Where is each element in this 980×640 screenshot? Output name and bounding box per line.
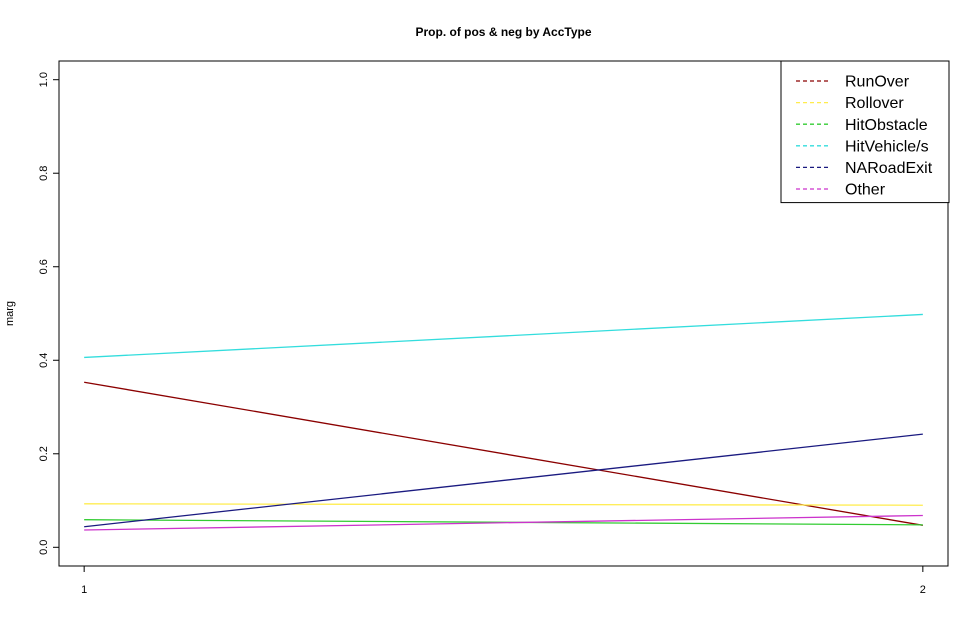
series-line	[84, 381, 923, 526]
legend-label: Rollover	[845, 95, 904, 112]
y-axis: 0.0 0.2 0.4 0.6 0.8 1.0	[38, 72, 60, 555]
series-line	[84, 433, 923, 528]
y-axis-label: marg	[4, 301, 16, 326]
chart-title: Prop. of pos & neg by AccType	[415, 25, 591, 39]
legend-label: NARoadExit	[845, 160, 933, 177]
legend-label: HitVehicle/s	[845, 138, 929, 155]
series-line	[84, 313, 923, 359]
y-tick-label: 0.2	[38, 446, 50, 461]
y-tick-label: 0.8	[38, 166, 50, 181]
legend-label: HitObstacle	[845, 117, 928, 134]
legend-label: Other	[845, 182, 886, 199]
series-line	[84, 503, 923, 506]
legend-box	[780, 60, 950, 204]
x-tick-label: 2	[920, 584, 926, 596]
series-line	[84, 514, 923, 531]
x-tick-label: 1	[81, 584, 87, 596]
y-tick-label: 1.0	[38, 72, 50, 87]
y-tick-label: 0.6	[38, 259, 50, 274]
series-lines	[84, 313, 923, 531]
legend: RunOver Rollover HitObstacle HitVehicle/s NA…	[780, 60, 950, 204]
y-tick-label: 0.4	[38, 353, 50, 368]
legend-label: RunOver	[845, 74, 910, 91]
y-tick-label: 0.0	[38, 540, 50, 555]
